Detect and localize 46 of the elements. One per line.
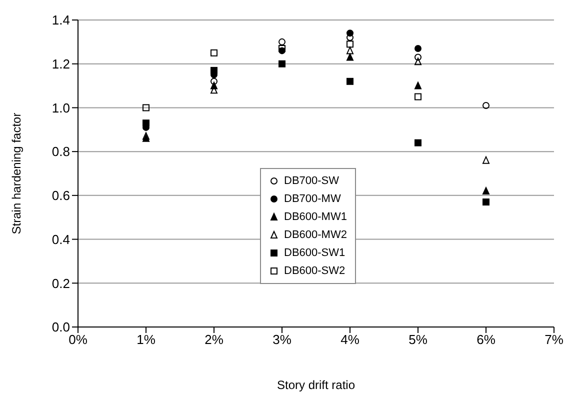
point: [278, 38, 286, 46]
point: [414, 93, 422, 100]
y-tick-label: 1.4: [52, 12, 70, 28]
legend-label: DB600-SW1: [284, 247, 346, 259]
y-tick-label: 1.0: [52, 100, 70, 116]
point: [278, 60, 286, 68]
point: [346, 34, 354, 42]
legend-label: DB600-MW2: [284, 229, 347, 241]
x-tick-label: 4%: [340, 332, 360, 348]
y-tick-label: 0.4: [52, 232, 70, 247]
y-tick-label: 0.6: [52, 188, 70, 204]
x-tick-label: 1%: [136, 332, 156, 348]
legend-label: DB600-MW1: [284, 211, 347, 223]
y-axis-title: Strain hardening factor: [9, 112, 24, 234]
legend-label: DB600-SW2: [284, 265, 346, 277]
point: [482, 102, 490, 110]
point: [210, 66, 218, 74]
point: [142, 104, 150, 112]
x-tick-label: 3%: [272, 332, 292, 348]
y-tick-label: 0.8: [52, 144, 70, 160]
point: [414, 45, 422, 52]
point: [414, 139, 422, 146]
y-tick-label: 0.0: [52, 320, 70, 335]
point: [346, 40, 354, 48]
point: [482, 156, 490, 164]
x-tick-label: 7%: [544, 332, 564, 348]
point: [346, 53, 354, 61]
point: [414, 54, 422, 61]
x-tick-label: 2%: [204, 332, 224, 348]
point: [142, 120, 150, 127]
point: [210, 78, 218, 85]
x-axis-title: Story drift ratio: [276, 378, 356, 392]
point: [414, 82, 422, 90]
y-tick-label: 1.2: [52, 56, 70, 72]
legend-label: DB700-MW: [284, 193, 341, 205]
point: [482, 187, 490, 195]
legend-label: DB700-SW: [284, 175, 340, 187]
y-tick-label: 0.2: [52, 276, 70, 291]
x-tick-label: 0%: [68, 332, 88, 348]
point: [482, 198, 490, 206]
point: [414, 58, 422, 66]
point: [346, 78, 354, 85]
x-tick-label: 6%: [476, 332, 496, 348]
x-tick-label: 5%: [408, 332, 428, 348]
point: [210, 49, 218, 56]
point: [346, 46, 354, 54]
